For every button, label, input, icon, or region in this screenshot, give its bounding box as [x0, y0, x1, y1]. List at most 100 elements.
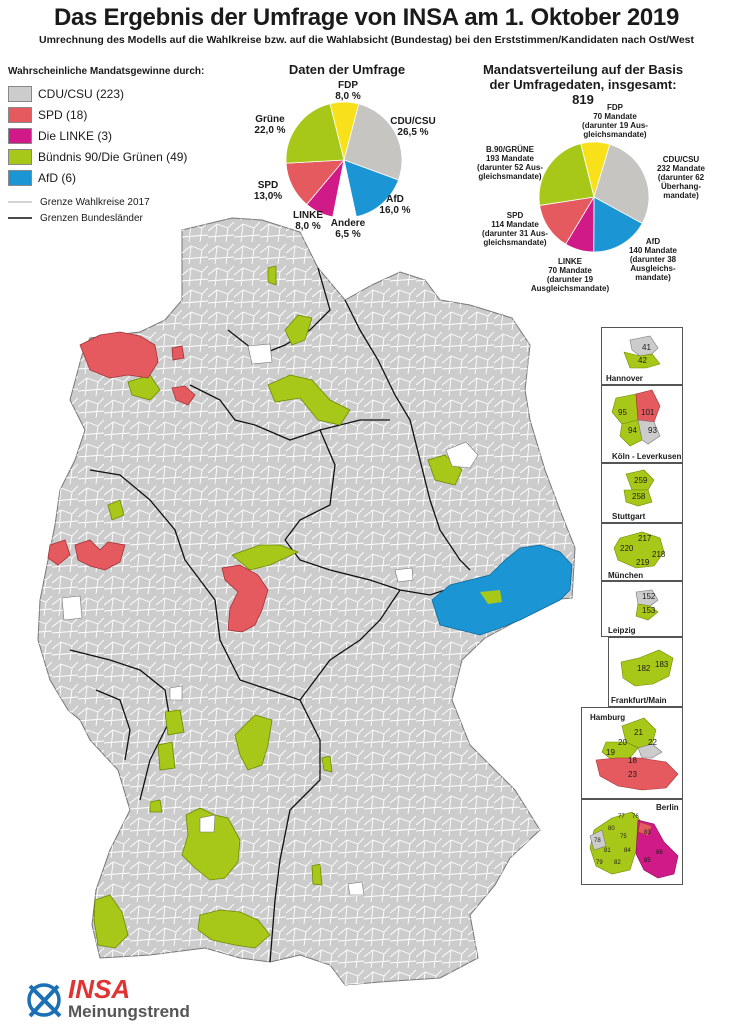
insa-logo-tagline: Meinungstrend	[68, 1002, 190, 1021]
pie-slice-afd	[593, 196, 643, 252]
green-districts	[93, 265, 511, 949]
afd-green-enclave	[480, 590, 502, 604]
inset-berlin-map	[589, 811, 679, 879]
poll-label-fdp: FDP 8,0 %	[335, 80, 361, 102]
inset-berlin-number: 76	[632, 814, 639, 820]
inset-frankfurt-number: 183	[655, 660, 669, 669]
inset-berlin-number: 83	[644, 830, 651, 836]
inset-frankfurt-map	[620, 649, 674, 687]
inset-frankfurt: 182 183 Frankfurt/Main	[608, 637, 683, 707]
inset-berlin-number: 78	[594, 838, 601, 844]
inset-koeln-number: 93	[648, 426, 657, 435]
inset-muenchen: 217 220 218 219 München	[601, 523, 683, 581]
inset-leipzig-number: 152	[642, 592, 656, 601]
legend-heading: Wahrscheinliche Mandatsgewinne durch:	[8, 66, 205, 77]
seat-label-afd: AfD 140 Mandate (darunter 38 Ausgleichs-man…	[628, 237, 678, 282]
legend-line-wahlkreise-sample	[8, 201, 32, 203]
inset-hamburg-number: 23	[628, 770, 637, 779]
seat-label-cdu: CDU/CSU 232 Mandate (darunter 62 Überhang-m…	[656, 155, 706, 200]
inset-berlin-number: 77	[618, 814, 625, 820]
inset-hamburg-caption: Hamburg	[590, 713, 626, 722]
inset-koeln-number: 95	[618, 408, 627, 417]
inset-berlin: Berlin 77 76 78 80 75 81 84 79 82 83 86 …	[581, 799, 683, 885]
legend-line-laender: Grenzen Bundesländer	[8, 210, 223, 226]
inset-hannover-map	[623, 335, 661, 369]
inset-hannover: 41 42 Hannover	[601, 327, 683, 385]
pie-slice-gr-ne	[286, 103, 345, 164]
inset-hamburg-number: 21	[634, 728, 643, 737]
legend-line-wahlkreise-label: Grenze Wahlkreise 2017	[40, 196, 150, 208]
insa-logo-brand: INSA	[68, 974, 131, 1004]
insa-logo-mark	[27, 983, 62, 1018]
inset-leipzig-number: 153	[642, 606, 656, 615]
inset-hamburg-number: 19	[606, 748, 615, 757]
inset-muenchen-number: 218	[652, 550, 666, 559]
legend-item-afd: AfD (6)	[8, 167, 223, 188]
seat-label-fdp: FDP 70 Mandate (darunter 19 Aus-gleichsman…	[582, 103, 648, 139]
pie-slice-b-90-gr-ne	[539, 143, 595, 206]
legend-label-afd: AfD (6)	[38, 170, 77, 185]
poll-label-spd: SPD 13,0%	[253, 180, 283, 202]
seat-label-linke: LINKE 70 Mandate (darunter 19 Ausgleichsman…	[530, 257, 610, 293]
inset-stuttgart-number: 258	[632, 492, 646, 501]
legend-swatch-spd	[8, 106, 32, 123]
seat-chart-title-line2: der Umfragedaten, insgesamt: 819	[489, 77, 677, 107]
inset-leipzig-map	[635, 589, 659, 621]
legend-label-gruene: Bündnis 90/Die Grünen (49)	[38, 149, 188, 164]
red-districts	[47, 331, 269, 633]
inset-stuttgart-caption: Stuttgart	[612, 512, 646, 521]
seat-pie-chart	[539, 142, 649, 252]
poll-label-gruene: Grüne 22,0 %	[254, 114, 286, 136]
inset-stuttgart-number: 259	[634, 476, 648, 485]
inset-koeln-map	[611, 389, 661, 447]
legend-swatch-gruene	[8, 148, 32, 165]
inset-muenchen-number: 217	[638, 534, 652, 543]
seat-label-spd: SPD 114 Mandate (darunter 31 Aus-gleichsma…	[482, 211, 548, 247]
inset-stuttgart-map	[623, 469, 655, 507]
legend-label-linke: Die LINKE (3)	[38, 128, 113, 143]
legend-swatch-linke	[8, 127, 32, 144]
inset-hamburg-number: 20	[618, 738, 627, 747]
seat-chart-title: Mandatsverteilung auf der Basis der Umfr…	[478, 62, 688, 107]
legend-swatch-afd	[8, 169, 32, 186]
inset-stuttgart: 259 258 Stuttgart	[601, 463, 683, 523]
inset-berlin-number: 85	[644, 858, 651, 864]
inset-koeln: 95 101 94 93 Köln - Leverkusen	[601, 385, 683, 463]
poll-label-linke: LINKE 8,0 %	[293, 210, 323, 232]
inset-berlin-number: 86	[656, 850, 663, 856]
poll-label-andere: Andere 6,5 %	[330, 218, 366, 240]
legend-swatch-cdu	[8, 85, 32, 102]
poll-label-afd: AfD 16,0 %	[379, 194, 411, 216]
poll-chart-title: Daten der Umfrage	[288, 62, 406, 77]
city-spots	[61, 343, 479, 896]
state-borders	[69, 267, 471, 963]
inset-hamburg-number: 22	[648, 738, 657, 747]
inset-hannover-caption: Hannover	[606, 374, 643, 383]
inset-koeln-number: 101	[641, 408, 655, 417]
pie-slice-afd	[343, 159, 399, 218]
legend-label-cdu: CDU/CSU (223)	[38, 86, 125, 101]
inset-leipzig-caption: Leipzig	[608, 626, 636, 635]
inset-hamburg: Hamburg 21 20 22 19 18 23	[581, 707, 683, 799]
inset-frankfurt-number: 182	[637, 664, 651, 673]
inset-hannover-number: 41	[642, 343, 651, 352]
legend-item-cdu: CDU/CSU (223)	[8, 83, 223, 104]
inset-koeln-number: 94	[628, 426, 637, 435]
inset-leipzig: 152 153 Leipzig	[601, 581, 683, 637]
legend-item-gruene: Bündnis 90/Die Grünen (49)	[8, 146, 223, 167]
inset-hannover-number: 42	[638, 356, 647, 365]
inset-berlin-number: 80	[608, 826, 615, 832]
legend-item-linke: Die LINKE (3)	[8, 125, 223, 146]
inset-muenchen-number: 220	[620, 544, 634, 553]
legend-item-spd: SPD (18)	[8, 104, 223, 125]
inset-hamburg-number: 18	[628, 756, 637, 765]
inset-berlin-number: 84	[624, 848, 631, 854]
inset-frankfurt-caption: Frankfurt/Main	[611, 696, 667, 705]
inset-berlin-number: 82	[614, 860, 621, 866]
pie-slice-cdu-csu	[593, 143, 649, 224]
page-title: Das Ergebnis der Umfrage von INSA am 1. …	[53, 4, 680, 31]
inset-berlin-number: 75	[620, 834, 627, 840]
inset-muenchen-number: 219	[636, 558, 650, 567]
afd-districts	[431, 544, 573, 636]
